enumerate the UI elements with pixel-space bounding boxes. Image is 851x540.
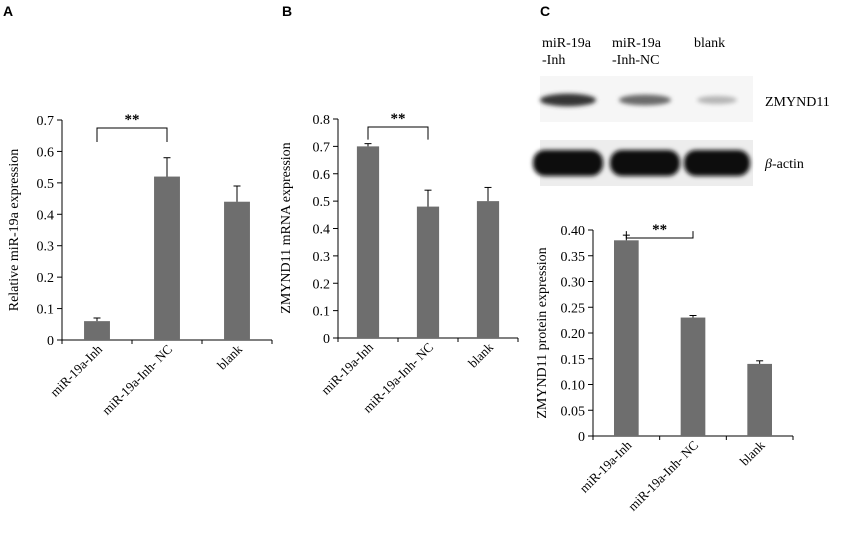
y-tick-label: 0.1 bbox=[313, 305, 331, 320]
y-tick-label: 0.5 bbox=[37, 177, 55, 192]
y-axis-label: Relative miR-19a expression bbox=[7, 149, 22, 312]
y-tick-label: 0.20 bbox=[561, 327, 586, 342]
y-tick-label: 0.6 bbox=[313, 168, 331, 183]
y-tick-label: 0.4 bbox=[313, 223, 331, 238]
blot-protein-label: ZMYND11 bbox=[765, 95, 830, 110]
bar bbox=[224, 201, 250, 340]
y-axis-label: ZMYND11 protein expression bbox=[535, 247, 550, 418]
bar bbox=[416, 206, 440, 338]
panel-label-a: A bbox=[3, 3, 13, 19]
y-tick-label: 0.10 bbox=[561, 379, 586, 394]
category-label: blank bbox=[465, 339, 496, 370]
y-tick-label: 0.4 bbox=[37, 208, 55, 223]
category-label: miR-19a-Inh- NC bbox=[625, 438, 701, 514]
chart-c: 0 0.05 0.10 0.15 0.20 0.25 0.30 0.35 0.40 ZMYND11… bbox=[535, 222, 794, 514]
significance-bracket bbox=[625, 231, 694, 239]
category-label: blank bbox=[214, 341, 245, 372]
y-tick-label: 0.30 bbox=[561, 276, 586, 291]
category-label: blank bbox=[737, 437, 768, 468]
y-tick-label: 0.5 bbox=[313, 195, 331, 210]
y-tick-label: 0 bbox=[47, 334, 54, 349]
significance-label: ** bbox=[125, 112, 140, 128]
western-blot: miR-19a -Inh miR-19a -Inh-NC blank ZMYND11 β-a… bbox=[533, 36, 830, 186]
blot-band-actin bbox=[610, 150, 680, 176]
significance-label: ** bbox=[652, 222, 667, 238]
y-tick-label: 0.35 bbox=[561, 250, 586, 265]
blot-lane-label: miR-19a -Inh-NC bbox=[612, 36, 662, 68]
blot-lane-label: blank bbox=[694, 36, 725, 51]
panel-label-b: B bbox=[282, 3, 292, 19]
y-tick-label: 0.3 bbox=[37, 240, 55, 255]
y-tick-label: 0.2 bbox=[37, 271, 55, 286]
significance-bracket bbox=[367, 126, 429, 140]
blot-band-actin bbox=[684, 150, 750, 176]
y-axis-label: ZMYND11 mRNA expression bbox=[279, 142, 294, 313]
category-label: miR-19a-Inh bbox=[576, 437, 634, 495]
bar bbox=[476, 201, 500, 338]
y-tick-label: 0 bbox=[323, 332, 330, 347]
panel-label-c: C bbox=[540, 3, 550, 19]
chart-a: 0 0.1 0.2 0.3 0.4 0.5 0.6 0.7 Relative miR-19a e… bbox=[7, 112, 273, 418]
y-tick-label: 0.15 bbox=[561, 353, 586, 368]
category-label: miR-19a-Inh- NC bbox=[99, 342, 175, 418]
y-tick-label: 0.40 bbox=[561, 224, 586, 239]
bar bbox=[356, 146, 380, 338]
significance-bracket bbox=[96, 127, 168, 142]
category-label: miR-19a-Inh bbox=[47, 341, 105, 399]
y-tick-label: 0.7 bbox=[313, 140, 331, 155]
y-tick-label: 0.7 bbox=[37, 114, 55, 129]
bar bbox=[84, 321, 110, 340]
y-tick-label: 0.3 bbox=[313, 250, 331, 265]
significance-label: ** bbox=[391, 111, 406, 127]
y-tick-label: 0.6 bbox=[37, 145, 55, 160]
blot-band-zmynd11 bbox=[619, 94, 671, 106]
chart-b: 0 0.1 0.2 0.3 0.4 0.5 0.6 0.7 0.8 ZMYND11 mRNA ex… bbox=[279, 111, 519, 416]
blot-band-zmynd11 bbox=[540, 93, 596, 107]
y-tick-label: 0.8 bbox=[313, 113, 331, 128]
bar bbox=[154, 176, 180, 340]
y-tick-label: 0 bbox=[578, 430, 585, 445]
y-tick-label: 0.05 bbox=[561, 404, 586, 419]
bar bbox=[614, 240, 639, 436]
bar bbox=[680, 317, 706, 436]
bar bbox=[747, 363, 772, 436]
y-tick-label: 0.2 bbox=[313, 277, 331, 292]
blot-band-zmynd11 bbox=[697, 96, 737, 104]
category-label: miR-19a-Inh bbox=[318, 339, 376, 397]
blot-band-actin bbox=[533, 150, 603, 176]
y-tick-label: 0.1 bbox=[37, 303, 55, 318]
blot-protein-label: β-actin bbox=[764, 157, 804, 172]
y-tick-label: 0.25 bbox=[561, 301, 586, 316]
blot-lane-label: miR-19a -Inh bbox=[542, 36, 592, 68]
